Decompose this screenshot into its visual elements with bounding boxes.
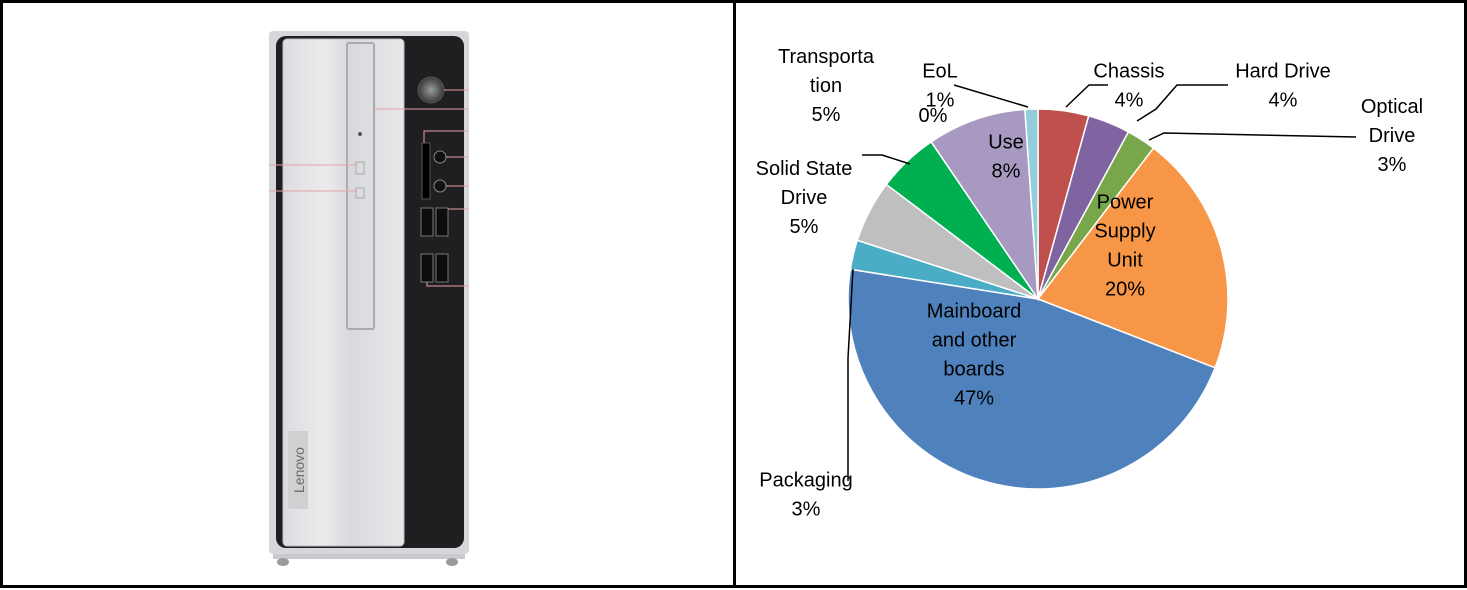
leader-line: [847, 268, 854, 481]
card-reader-slot: [421, 142, 431, 200]
data-label: 5%: [790, 216, 819, 238]
data-label: tion: [810, 75, 842, 97]
leader-line: [862, 154, 911, 165]
desktop-tower-illustration: Lenovo: [269, 31, 469, 566]
data-label: Chassis: [1093, 61, 1164, 83]
data-label: 3%: [1378, 154, 1407, 176]
drive-led: [358, 132, 362, 136]
overlap-data-label: 0%: [919, 105, 948, 127]
leader-line: [1136, 84, 1228, 122]
data-label: Mainboard: [927, 301, 1022, 323]
data-label: Packaging: [759, 470, 852, 492]
data-label: Use: [988, 132, 1024, 154]
data-label: Optical: [1361, 96, 1423, 118]
data-label: EoL: [922, 61, 958, 83]
eject-button: [355, 161, 365, 175]
callout-lines: [269, 89, 469, 287]
pie-chart: Chassis 4% Hard Drive 4% Optical Drive 3% Power…: [756, 46, 1423, 521]
brand-logo: Lenovo: [291, 447, 307, 493]
data-label: Hard Drive: [1235, 61, 1331, 83]
leader-line: [1065, 84, 1108, 108]
data-label: Drive: [781, 187, 828, 209]
pie-chart-panel: Chassis 4% Hard Drive 4% Optical Drive 3% Power…: [733, 0, 1467, 588]
data-label: 4%: [1269, 90, 1298, 112]
power-button: [417, 76, 445, 104]
computer-image-panel: Lenovo: [0, 0, 737, 588]
pie-slice-mainboard-and-other-boards: [847, 268, 1217, 490]
foot-left: [277, 558, 289, 566]
leader-line: [1148, 132, 1357, 141]
data-label: Drive: [1369, 125, 1416, 147]
data-label: 8%: [992, 161, 1021, 183]
audio-jack-2: [433, 179, 447, 193]
audio-jack-1: [433, 150, 447, 164]
data-label: 3%: [792, 499, 821, 521]
optical-drive-bay: [346, 42, 375, 330]
data-label: Supply: [1094, 221, 1155, 243]
data-label: 5%: [812, 104, 841, 126]
leader-line: [953, 84, 1029, 108]
data-label: Solid State: [756, 158, 853, 180]
pie-slice-use: [930, 108, 1039, 302]
pie-slice-eol: [1024, 108, 1039, 300]
data-label: Power: [1097, 192, 1154, 214]
data-label: 4%: [1115, 90, 1144, 112]
pie-slice-power-supply-unit: [1036, 147, 1229, 369]
data-label: Transporta: [778, 46, 875, 68]
data-label: 47%: [954, 388, 994, 410]
data-label: and other: [932, 330, 1017, 352]
data-label: boards: [943, 359, 1004, 381]
data-label: 1%: [926, 90, 955, 112]
data-label: Unit: [1107, 250, 1143, 272]
foot-right: [446, 558, 458, 566]
data-label: 20%: [1105, 279, 1145, 301]
